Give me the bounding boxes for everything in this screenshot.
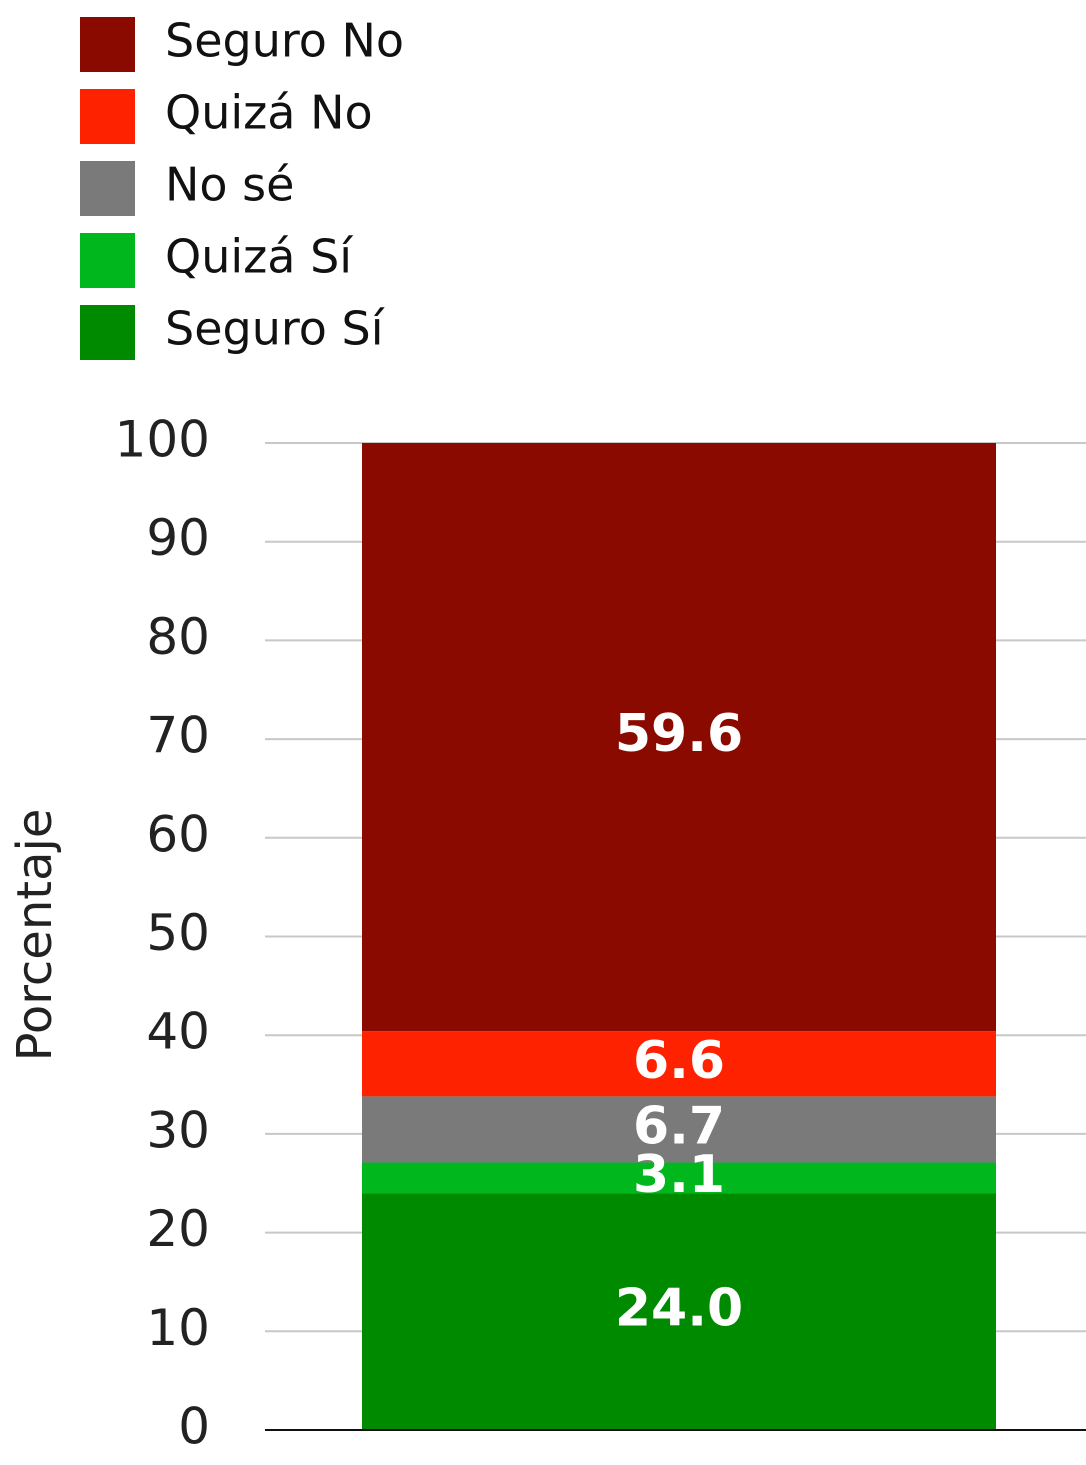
legend-swatch [80,305,135,360]
bar-segment [362,1162,996,1194]
value-label: 59.6 [615,704,743,764]
y-tick-label: 20 [146,1200,210,1258]
y-tick-label: 60 [146,805,210,863]
value-label: 3.1 [633,1145,725,1205]
legend-swatch [80,89,135,144]
bar-segment [362,1096,996,1163]
y-tick-label: 90 [146,509,210,567]
y-tick-label: 0 [178,1398,210,1456]
y-axis-label: Porcentaje [7,809,63,1062]
y-tick-label: 30 [146,1101,210,1159]
y-tick-label: 10 [146,1299,210,1357]
bar-segment [362,443,996,1032]
legend-label: Quizá No [165,86,373,140]
y-tick-label: 50 [146,904,210,962]
legend-swatch [80,161,135,216]
y-tick-label: 100 [115,411,210,469]
value-label: 6.6 [633,1031,725,1091]
bar-segment [362,1193,996,1430]
bar-segment [362,1031,996,1097]
y-tick-label: 70 [146,707,210,765]
value-label: 6.7 [633,1096,725,1156]
legend-label: Seguro No [165,14,404,68]
legend-label: No sé [165,158,294,212]
legend-label: Seguro Sí [165,302,385,356]
value-label: 24.0 [615,1279,743,1339]
y-tick-label: 40 [146,1003,210,1061]
y-tick-label: 80 [146,608,210,666]
legend-swatch [80,17,135,72]
legend-label: Quizá Sí [165,230,353,284]
legend-swatch [80,233,135,288]
